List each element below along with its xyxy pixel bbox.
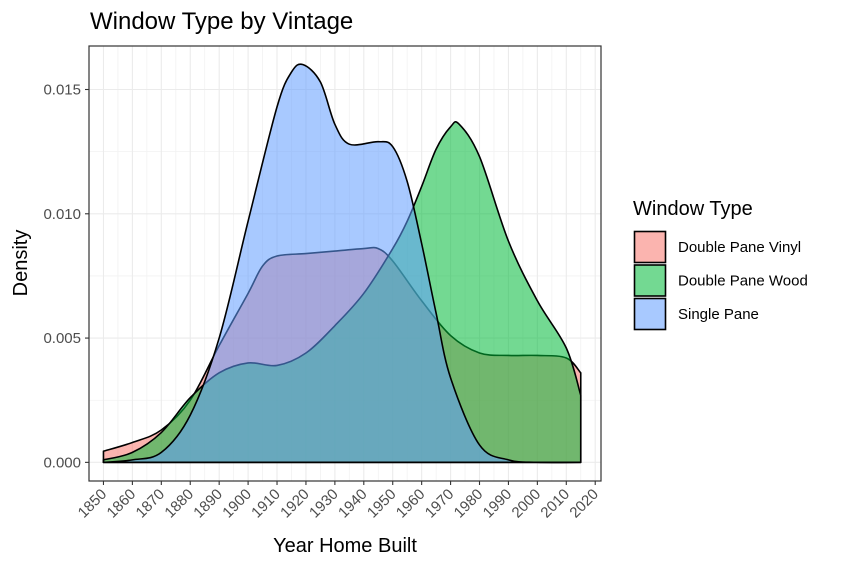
x-tick-label: 1890 [190, 486, 226, 522]
legend-label: Double Pane Vinyl [678, 239, 801, 256]
density-areas [102, 63, 582, 464]
x-tick-label: 1980 [451, 486, 487, 522]
x-tick-label: 1950 [364, 486, 400, 522]
y-axis: 0.000 0.005 0.010 0.015 [43, 82, 89, 471]
y-tick-label: 0.005 [43, 330, 81, 347]
legend-key [633, 297, 667, 331]
legend-key [633, 264, 667, 297]
legend-key [633, 230, 667, 264]
y-tick-label: 0.000 [43, 454, 81, 471]
x-tick-label: 1970 [422, 486, 458, 522]
x-tick-label: 1880 [161, 486, 197, 522]
legend-label: Double Pane Wood [678, 273, 808, 290]
x-tick-label: 2010 [537, 486, 573, 522]
x-tick-label: 1940 [335, 486, 371, 522]
x-axis-title: Year Home Built [273, 535, 417, 557]
x-tick-label: 1860 [104, 486, 140, 522]
legend: Window Type Double Pane Vinyl Double Pane… [633, 198, 808, 331]
y-tick-label: 0.015 [43, 82, 81, 99]
chart-title: Window Type by Vintage [90, 8, 353, 35]
density-area-2 [102, 63, 582, 464]
x-tick-label: 2000 [509, 486, 545, 522]
x-tick-label: 1930 [306, 486, 342, 522]
x-axis: 1850186018701880189019001910192019301940… [75, 481, 602, 521]
x-tick-label: 1960 [393, 486, 429, 522]
x-tick-label: 1990 [480, 486, 516, 522]
x-tick-label: 1870 [133, 486, 169, 522]
x-tick-label: 1850 [75, 486, 111, 522]
x-tick-label: 1910 [248, 486, 284, 522]
x-tick-label: 1900 [219, 486, 255, 522]
x-tick-label: 2020 [566, 486, 602, 522]
legend-title: Window Type [633, 198, 753, 220]
y-axis-title: Density [10, 230, 32, 297]
y-tick-label: 0.010 [43, 206, 81, 223]
plot-border [88, 45, 602, 482]
x-tick-label: 1920 [277, 486, 313, 522]
legend-label: Single Pane [678, 306, 759, 323]
